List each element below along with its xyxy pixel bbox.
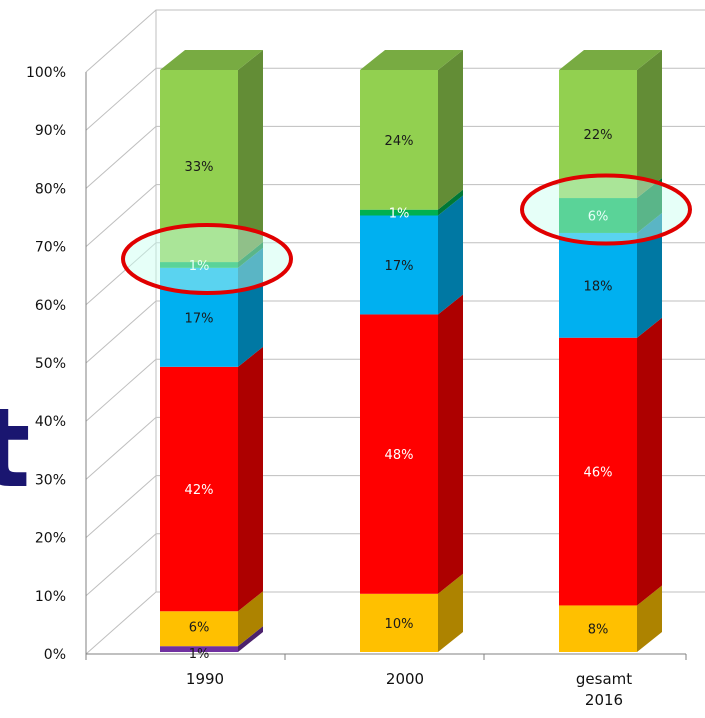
gridline	[85, 300, 705, 364]
highlight-circle	[520, 173, 692, 246]
gridline	[85, 184, 705, 247]
partial-letter: t	[0, 384, 31, 512]
data-label: 17%	[185, 311, 214, 326]
data-label: 18%	[584, 279, 613, 294]
y-tick-label: 30%	[35, 472, 66, 488]
y-tick-label: 10%	[35, 589, 66, 605]
bar-segment-side	[637, 317, 662, 606]
bar-segment-side	[238, 50, 263, 263]
gridline	[85, 475, 705, 538]
highlight-circles	[121, 173, 692, 295]
bar-segment	[160, 267, 238, 367]
gridline	[85, 358, 705, 422]
highlight-fill	[522, 175, 690, 244]
bar-segment	[160, 262, 238, 268]
data-label: 42%	[185, 483, 214, 498]
y-tick-label: 60%	[35, 298, 66, 314]
bar-segment-side	[238, 346, 263, 612]
bar-segment	[360, 593, 438, 652]
data-labels: 1% 6% 42% 17% 1% 33% 10% 48% 17% 1% 24% 8% 46% 18% 6% 2…	[185, 128, 613, 662]
data-label: 1%	[189, 259, 210, 274]
gridline	[85, 9, 705, 73]
bar-segment-side	[637, 212, 662, 338]
bar-segment	[559, 605, 637, 652]
bar-segment	[160, 611, 238, 647]
data-label: 1%	[189, 647, 210, 662]
gridline	[85, 67, 705, 131]
bar-segment	[360, 70, 438, 210]
bar-segment	[360, 215, 438, 315]
grid	[85, 9, 705, 655]
x-category-label: 2000	[386, 670, 424, 688]
data-label: 17%	[385, 259, 414, 274]
data-label: 6%	[189, 620, 210, 635]
bar-segment-side	[438, 294, 463, 594]
bar-top	[160, 50, 263, 70]
bar-segment-side	[637, 585, 662, 652]
bar-segment-side	[438, 195, 463, 315]
bar-segment-side	[238, 591, 263, 647]
bar-segment	[559, 198, 637, 233]
gridline	[85, 416, 705, 480]
gridline	[85, 591, 705, 655]
y-tick-label: 50%	[35, 356, 66, 372]
data-label: 6%	[588, 210, 609, 225]
bar-segment-side	[637, 178, 662, 233]
bar-segment-side	[438, 573, 463, 652]
highlight-circle	[121, 222, 293, 295]
bar-segment-side	[238, 242, 263, 268]
x-category-label: 2016	[585, 691, 623, 709]
data-label: 10%	[385, 617, 414, 632]
bar-segment	[160, 70, 238, 263]
data-label: 1%	[389, 207, 410, 222]
bar-segment-side	[438, 50, 463, 210]
bar-segment	[160, 646, 238, 652]
y-tick-label: 40%	[35, 414, 66, 430]
data-label: 33%	[185, 160, 214, 175]
data-label: 24%	[385, 134, 414, 149]
data-label: 22%	[584, 128, 613, 143]
data-label: 48%	[385, 448, 414, 463]
bar-segment	[360, 209, 438, 216]
bar-segment	[559, 337, 637, 606]
bar-segment	[160, 366, 238, 612]
data-label: 8%	[588, 623, 609, 638]
gridline	[85, 125, 705, 189]
bar-segment	[360, 314, 438, 594]
x-category-label: gesamt	[576, 670, 632, 688]
y-tick-label: 80%	[35, 181, 66, 197]
y-tick-label: 100%	[26, 65, 66, 81]
bar-segment-side	[637, 50, 662, 199]
y-tick-label: 70%	[35, 240, 66, 256]
bar-top	[360, 50, 463, 70]
bar-segment-side	[238, 247, 263, 367]
bar-segment	[559, 232, 637, 338]
highlight-fill	[123, 224, 291, 293]
axes: 0% 10% 20% 30% 40% 50% 60% 70% 80% 90% 100% 1990 200…	[26, 65, 687, 709]
y-tick-label: 90%	[35, 123, 66, 139]
y-tick-label: 0%	[44, 647, 66, 663]
bar-top	[559, 50, 662, 70]
bar-segment-side	[438, 189, 463, 216]
gridline	[85, 242, 705, 306]
bar-segment-side	[238, 626, 263, 652]
gridline	[85, 533, 705, 597]
data-label: 46%	[584, 466, 613, 481]
y-tick-label: 20%	[35, 531, 66, 547]
bars	[160, 50, 662, 652]
x-category-label: 1990	[186, 670, 224, 688]
